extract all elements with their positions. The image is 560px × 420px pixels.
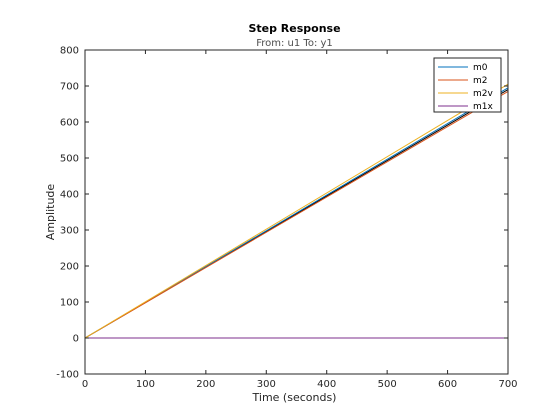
y-tick-label: 800 bbox=[60, 46, 79, 57]
y-tick-label: 400 bbox=[60, 190, 79, 201]
legend-label-m0: m0 bbox=[473, 63, 488, 73]
series-line-m0 bbox=[84, 87, 509, 339]
y-tick-label: 0 bbox=[73, 334, 79, 345]
y-axis-ticks: -100 0 100 200 300 400 500 600 700 800 bbox=[56, 46, 508, 381]
chart-subtitle: From: u1 To: y1 bbox=[256, 38, 333, 49]
x-tick-label: 600 bbox=[438, 379, 457, 390]
x-tick-label: 0 bbox=[82, 379, 88, 390]
legend-label-m2v: m2v bbox=[473, 89, 493, 99]
x-axis-label: Time (seconds) bbox=[252, 391, 337, 404]
legend: m0 m2 m2v m1x bbox=[433, 57, 502, 113]
y-tick-label: 200 bbox=[60, 262, 79, 273]
x-tick-label: 300 bbox=[257, 379, 276, 390]
plot-frame bbox=[84, 49, 509, 375]
y-tick-label: 300 bbox=[60, 226, 79, 237]
x-tick-label: 100 bbox=[136, 379, 155, 390]
chart-title: Step Response bbox=[248, 22, 340, 35]
legend-label-m2: m2 bbox=[473, 76, 488, 86]
x-tick-label: 200 bbox=[196, 379, 215, 390]
y-tick-label: 100 bbox=[60, 298, 79, 309]
series-line-m2v bbox=[84, 83, 509, 339]
y-tick-label: 500 bbox=[60, 154, 79, 165]
x-tick-label: 500 bbox=[378, 379, 397, 390]
y-tick-label: -100 bbox=[56, 370, 79, 381]
x-tick-label: 700 bbox=[498, 379, 517, 390]
y-tick-label: 600 bbox=[60, 118, 79, 129]
y-tick-label: 700 bbox=[60, 82, 79, 93]
legend-label-m1x: m1x bbox=[473, 102, 493, 112]
plot-lines bbox=[84, 83, 509, 339]
x-axis-ticks: 0 100 200 300 400 500 600 700 bbox=[82, 50, 518, 390]
series-line-m2 bbox=[84, 90, 509, 339]
y-axis-label: Amplitude bbox=[44, 184, 57, 241]
x-tick-label: 400 bbox=[317, 379, 336, 390]
